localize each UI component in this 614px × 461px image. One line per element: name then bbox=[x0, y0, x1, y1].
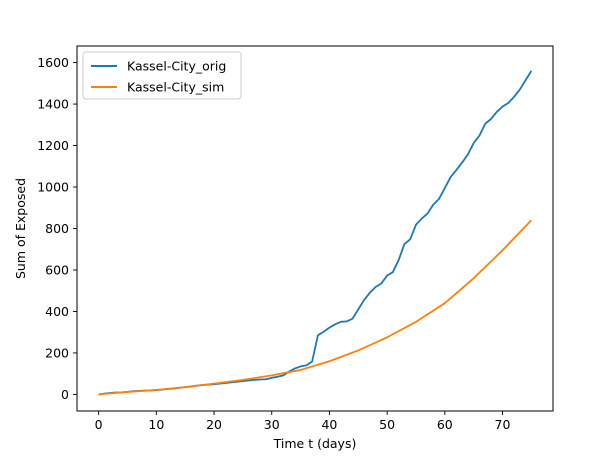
x-tick-label: 60 bbox=[437, 417, 453, 432]
series-layer bbox=[98, 70, 533, 396]
y-tick-label: 400 bbox=[45, 304, 69, 319]
x-axis-label: Time t (days) bbox=[273, 436, 357, 451]
y-tick-label: 1400 bbox=[37, 97, 69, 112]
x-tick-label: 50 bbox=[379, 417, 395, 432]
y-axis-label: Sum of Exposed bbox=[13, 178, 28, 279]
y-axis: 0 200 400 600 800 1000 1200 1400 1600 bbox=[37, 55, 77, 402]
legend-label-sim: Kassel-City_sim bbox=[127, 80, 224, 95]
y-tick-label: 200 bbox=[45, 345, 69, 360]
legend: Kassel-City_orig Kassel-City_sim bbox=[82, 51, 242, 100]
y-tick-label: 600 bbox=[45, 262, 69, 277]
y-tick-label: 1000 bbox=[37, 180, 69, 195]
x-axis: 0 10 20 30 40 50 60 70 bbox=[95, 411, 511, 432]
y-tick-label: 1200 bbox=[37, 138, 69, 153]
x-tick-label: 0 bbox=[95, 417, 103, 432]
y-tick-label: 0 bbox=[61, 387, 69, 402]
y-tick-label: 800 bbox=[45, 221, 69, 236]
series-line-sim bbox=[98, 219, 533, 396]
legend-box bbox=[82, 51, 242, 100]
x-tick-label: 10 bbox=[148, 417, 164, 432]
x-tick-label: 20 bbox=[206, 417, 222, 432]
y-tick-label: 1600 bbox=[37, 55, 69, 70]
x-tick-label: 30 bbox=[264, 417, 280, 432]
x-tick-label: 70 bbox=[495, 417, 511, 432]
legend-label-orig: Kassel-City_orig bbox=[127, 59, 226, 74]
x-tick-label: 40 bbox=[321, 417, 337, 432]
